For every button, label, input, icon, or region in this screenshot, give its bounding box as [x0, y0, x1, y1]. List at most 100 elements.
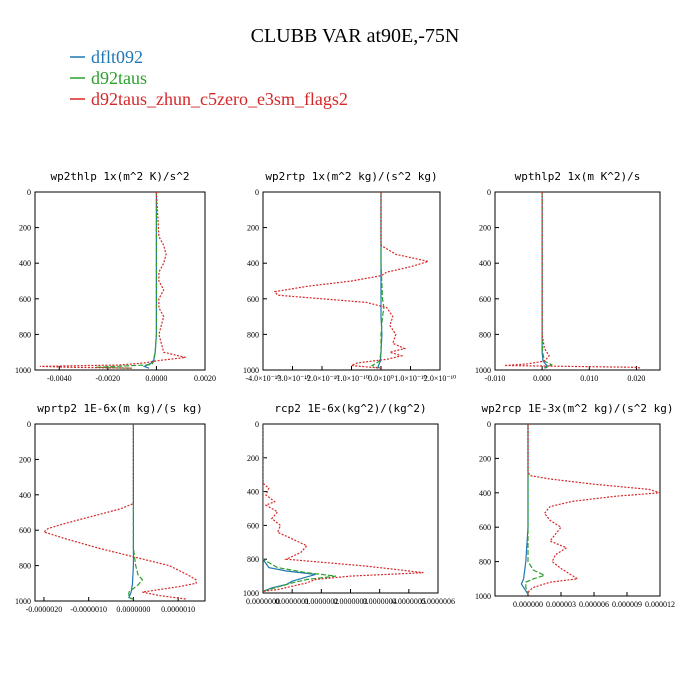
x-tick-label-4-6: 0.0000006 — [421, 597, 455, 606]
series-line-2-2 — [504, 192, 642, 369]
y-tick-label-2-2: 400 — [479, 259, 491, 268]
x-tick-label-1-3: -1.0×10⁻¹⁰ — [334, 374, 369, 383]
y-tick-label-1-0: 0 — [255, 188, 259, 197]
series-line-3-2 — [42, 424, 197, 600]
series-line-5-0 — [520, 424, 529, 595]
series-line-3-1 — [128, 424, 144, 600]
y-tick-label-3-2: 400 — [19, 491, 31, 500]
series-line-0-0 — [142, 192, 157, 369]
y-tick-label-5-0: 0 — [487, 420, 491, 429]
x-tick-label-5-2: 0.000006 — [579, 600, 609, 609]
panel-4: rcp2 1E-6x(kg^2)/(kg^2) 0 200 400 600 800 1000… — [243, 402, 455, 606]
x-tick-label-4-2: 0.0000002 — [304, 597, 338, 606]
y-tick-label-4-5: 1000 — [243, 589, 259, 598]
y-tick-label-0-0: 0 — [27, 188, 31, 197]
y-tick-label-4-1: 200 — [247, 454, 259, 463]
x-tick-label-0-1: -0.0020 — [96, 374, 121, 383]
y-tick-label-3-4: 800 — [19, 562, 31, 571]
panel-5: wp2rcp 1E-3x(m^2 kg)/(s^2 kg) 0 200 400 600 8… — [475, 402, 675, 609]
x-tick-label-1-1: -3.0×10⁻¹⁰ — [275, 374, 310, 383]
series-line-1-0 — [377, 192, 383, 369]
figure-title: CLUBB VAR at90E,-75N — [251, 25, 460, 47]
x-tick-label-1-0: -4.0×10⁻¹⁰ — [245, 374, 280, 383]
x-tick-label-4-5: 0.0000005 — [392, 597, 426, 606]
y-tick-label-0-3: 600 — [19, 295, 31, 304]
series-line-0-1 — [95, 192, 157, 369]
panel-title-2: wpthlp2 1x(m K^2)/s — [515, 170, 641, 183]
panel-3: wprtp2 1E-6x(m kg)/(s kg) 0 200 400 600 800 10… — [15, 402, 206, 614]
panels: wp2thlp 1x(m^2 K)/s^202004006008001000-0… — [15, 170, 675, 614]
y-tick-label-5-5: 1000 — [475, 592, 491, 601]
series-line-4-1 — [263, 424, 336, 592]
y-tick-label-3-0: 0 — [27, 420, 31, 429]
panel-title-4: rcp2 1E-6x(kg^2)/(kg^2) — [274, 402, 426, 415]
y-tick-label-1-1: 200 — [247, 224, 259, 233]
x-tick-label-0-3: 0.0020 — [194, 374, 216, 383]
x-tick-label-1-6: 2.0×10⁻¹⁰ — [424, 374, 456, 383]
series-line-5-1 — [525, 424, 547, 595]
y-tick-label-5-2: 400 — [479, 489, 491, 498]
x-tick-label-2-1: 0.000 — [533, 374, 551, 383]
y-tick-label-4-4: 800 — [247, 555, 259, 564]
x-tick-label-1-4: 0.0×10⁰ — [368, 374, 394, 383]
y-tick-label-2-0: 0 — [487, 188, 491, 197]
series-line-3-0 — [128, 424, 134, 600]
y-tick-label-3-5: 1000 — [15, 597, 31, 606]
panel-title-5: wp2rcp 1E-3x(m^2 kg)/(s^2 kg) — [481, 402, 673, 415]
y-tick-label-4-2: 400 — [247, 488, 259, 497]
legend-label-2: d92taus_zhun_c5zero_e3sm_flags2 — [91, 89, 348, 109]
plot-frame-2 — [494, 191, 661, 371]
plot-frame-3 — [34, 423, 206, 602]
plot-frame-4 — [262, 423, 439, 594]
y-tick-label-2-4: 800 — [479, 330, 491, 339]
y-tick-label-1-5: 1000 — [243, 366, 259, 375]
legend-label-1: d92taus — [91, 68, 147, 88]
y-tick-label-5-3: 600 — [479, 523, 491, 532]
series-line-5-2 — [527, 424, 660, 595]
y-tick-label-1-3: 600 — [247, 295, 259, 304]
series-line-4-2 — [263, 424, 424, 592]
x-tick-label-2-2: 0.010 — [580, 374, 598, 383]
x-tick-label-3-3: 0.0000010 — [161, 605, 195, 614]
x-tick-label-4-4: 0.0000004 — [363, 597, 397, 606]
y-tick-label-2-1: 200 — [479, 224, 491, 233]
panel-title-0: wp2thlp 1x(m^2 K)/s^2 — [50, 170, 189, 183]
y-tick-label-5-4: 800 — [479, 558, 491, 567]
x-tick-label-1-2: -2.0×10⁻¹⁰ — [304, 374, 339, 383]
x-tick-label-3-2: 0.0000000 — [116, 605, 150, 614]
x-tick-label-1-5: 1.0×10⁻¹⁰ — [394, 374, 426, 383]
plot-frame-5 — [494, 423, 661, 597]
x-tick-label-4-3: 0.0000003 — [334, 597, 368, 606]
panel-title-1: wp2rtp 1x(m^2 kg)/(s^2 kg) — [265, 170, 437, 183]
y-tick-label-2-5: 1000 — [475, 366, 491, 375]
y-tick-label-0-4: 800 — [19, 330, 31, 339]
y-tick-label-3-3: 600 — [19, 526, 31, 535]
panel-title-3: wprtp2 1E-6x(m kg)/(s kg) — [37, 402, 203, 415]
panel-1: wp2rtp 1x(m^2 kg)/(s^2 kg) 0 200 400 600 800 1… — [243, 170, 456, 383]
series-line-2-1 — [541, 192, 553, 369]
legend: dflt092 d92taus d92taus_zhun_c5zero_e3sm… — [70, 47, 348, 109]
x-tick-label-3-0: -0.0000020 — [26, 605, 63, 614]
y-tick-label-4-0: 0 — [255, 420, 259, 429]
x-tick-label-5-4: 0.000012 — [645, 600, 675, 609]
x-tick-label-0-0: -0.0040 — [47, 374, 72, 383]
x-tick-label-5-0: 0.000000 — [513, 600, 543, 609]
panel-0: wp2thlp 1x(m^2 K)/s^2 0 200 400 600 800 1000 -0… — [15, 170, 216, 383]
x-tick-label-0-2: 0.0000 — [145, 374, 167, 383]
x-tick-label-3-1: -0.0000010 — [70, 605, 107, 614]
y-tick-label-5-1: 200 — [479, 454, 491, 463]
series-line-4-0 — [263, 424, 316, 592]
y-tick-label-0-5: 1000 — [15, 366, 31, 375]
y-tick-label-0-2: 400 — [19, 259, 31, 268]
x-tick-label-5-3: 0.000009 — [612, 600, 642, 609]
x-tick-label-5-1: 0.000003 — [546, 600, 576, 609]
y-tick-label-1-2: 400 — [247, 259, 259, 268]
x-tick-label-4-0: 0.0000000 — [246, 597, 280, 606]
x-tick-label-4-1: 0.0000001 — [275, 597, 309, 606]
legend-label-0: dflt092 — [91, 47, 143, 67]
series-line-1-2 — [273, 192, 431, 369]
y-tick-label-2-3: 600 — [479, 295, 491, 304]
x-tick-label-2-3: 0.020 — [627, 374, 645, 383]
y-tick-label-4-3: 600 — [247, 521, 259, 530]
